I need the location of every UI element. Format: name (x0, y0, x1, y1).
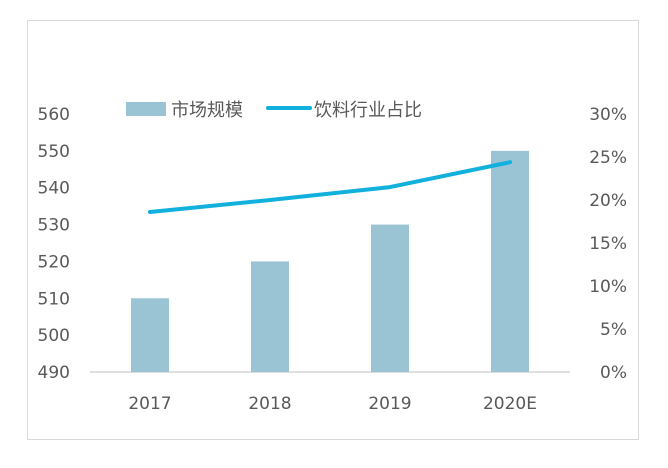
right-tick-label: 5% (600, 320, 627, 340)
x-tick-label: 2020E (483, 394, 537, 414)
left-axis: 560 550 540 530 520 510 500 490 (38, 105, 70, 383)
legend-line-label: 饮料行业占比 (314, 100, 422, 121)
chart-frame (27, 20, 639, 440)
left-tick-label: 520 (38, 252, 70, 272)
left-tick-label: 510 (38, 289, 70, 309)
left-tick-label: 540 (38, 179, 70, 199)
right-tick-label: 30% (589, 105, 627, 125)
left-tick-label: 500 (38, 326, 70, 346)
legend: 市场规模 饮料行业占比 (126, 100, 422, 121)
legend-bar-swatch (126, 102, 166, 116)
left-tick-label: 560 (38, 105, 70, 125)
right-tick-label: 20% (589, 191, 627, 211)
right-axis: 30% 25% 20% 15% 10% 5% 0% (589, 105, 627, 383)
legend-bar-label: 市场规模 (171, 100, 243, 121)
bar-series (131, 150, 529, 372)
bar (371, 224, 409, 372)
x-tick-label: 2017 (128, 394, 171, 414)
x-tick-label: 2019 (368, 394, 411, 414)
share-line (148, 160, 512, 214)
x-tick-label: 2018 (248, 394, 291, 414)
bar (251, 261, 289, 372)
left-tick-label: 490 (38, 363, 70, 383)
x-axis-ticks: 2017 2018 2019 2020E (128, 394, 537, 414)
line-series (148, 160, 512, 214)
right-tick-label: 10% (589, 277, 627, 297)
bar (491, 150, 529, 372)
right-tick-label: 15% (589, 234, 627, 254)
bar (131, 298, 169, 372)
left-tick-label: 530 (38, 216, 70, 236)
right-tick-label: 25% (589, 148, 627, 168)
left-tick-label: 550 (38, 142, 70, 162)
right-tick-label: 0% (600, 363, 627, 383)
